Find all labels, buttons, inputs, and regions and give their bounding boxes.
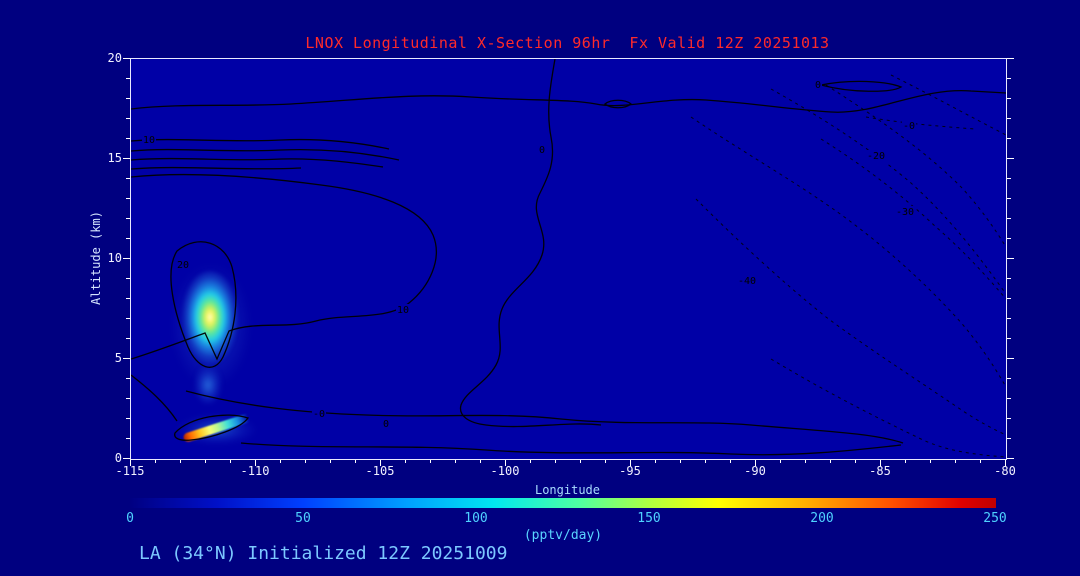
contour-label: 20 <box>176 259 191 272</box>
contour-label: 10 <box>396 304 411 317</box>
x-tick-label: -95 <box>619 464 641 478</box>
contour-label: -20 <box>866 150 887 163</box>
x-tick-label: -85 <box>869 464 891 478</box>
colorbar-tick-label: 50 <box>295 511 311 526</box>
contour-label: 10 <box>142 134 157 147</box>
right-axis-major-ticks <box>1007 58 1014 459</box>
x-tick-label: -90 <box>744 464 766 478</box>
contour-label: 0 <box>382 418 391 431</box>
contour-label: -40 <box>737 275 758 288</box>
x-tick-label: -105 <box>365 464 395 478</box>
contour-label: -30 <box>895 206 916 219</box>
y-tick-label: 10 <box>107 251 122 265</box>
colorbar-tick-label: 250 <box>983 511 1007 526</box>
plot-area: 10 0 -20 -30 -40 20 10 -0 0 -0 0 <box>130 58 1007 460</box>
colorbar-tick-label: 200 <box>810 511 834 526</box>
y-axis-major-ticks <box>123 58 130 459</box>
y-tick-label: 15 <box>107 151 122 165</box>
colorbar-tick-label: 100 <box>464 511 488 526</box>
lnox-plume <box>179 271 241 376</box>
contour-label: -0 <box>312 408 327 421</box>
x-axis-label: Longitude <box>534 483 601 497</box>
x-axis-major-ticks <box>130 460 1007 466</box>
init-time-label: LA (34°N) Initialized 12Z 20251009 <box>139 543 508 564</box>
contour-lines <box>131 59 1006 458</box>
x-tick-label: -100 <box>490 464 520 478</box>
contour-label: -0 <box>902 120 917 133</box>
colorbar-tick-label: 0 <box>126 511 134 526</box>
y-tick-label: 20 <box>107 51 122 65</box>
chart-title: LNOX Longitudinal X-Section 96hr Fx Vali… <box>305 34 830 52</box>
y-tick-label: 0 <box>114 451 122 465</box>
y-tick-label: 5 <box>114 351 122 365</box>
contour-label: 0 <box>538 144 547 157</box>
colorbar-units-label: (pptv/day) <box>523 528 603 543</box>
x-tick-label: -110 <box>240 464 270 478</box>
colorbar <box>130 498 996 508</box>
x-tick-label: -80 <box>994 464 1016 478</box>
x-tick-label: -115 <box>115 464 145 478</box>
contour-label: 0 <box>814 79 823 92</box>
colorbar-tick-label: 150 <box>637 511 661 526</box>
